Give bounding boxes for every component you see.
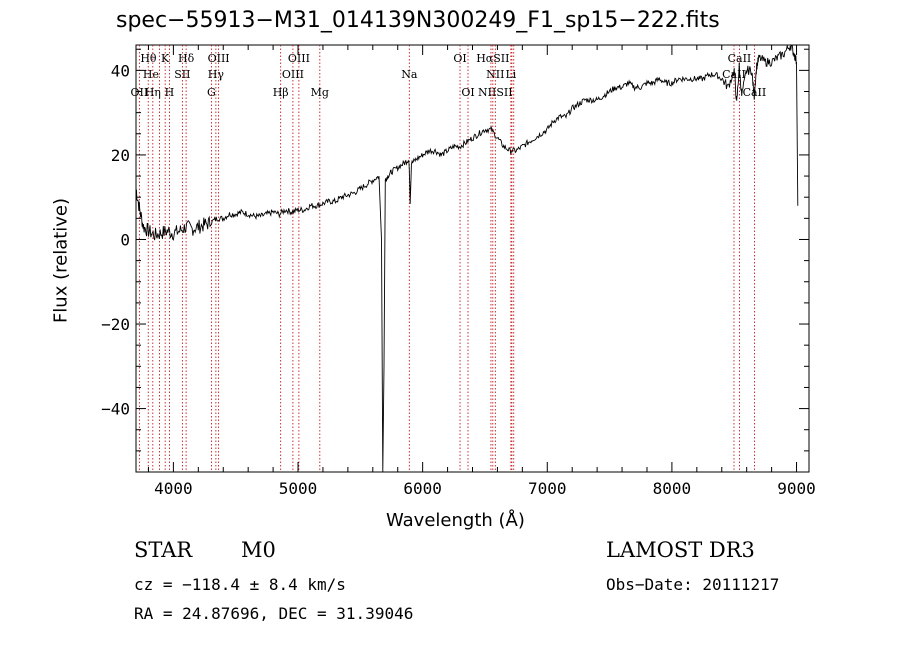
- plot-frame: [135, 44, 810, 473]
- line-label: NIISII: [478, 86, 513, 99]
- cz-value: cz = −118.4 ± 8.4 km/s: [134, 575, 346, 594]
- line-label: Hδ: [178, 52, 195, 65]
- line-label: K: [161, 52, 170, 65]
- x-tick-label: 7000: [528, 479, 567, 498]
- obs-date: Obs−Date: 20111217: [606, 575, 780, 594]
- y-tick-label: −40: [101, 400, 130, 419]
- x-tick-label: 5000: [279, 479, 318, 498]
- x-tick-label: 9000: [777, 479, 816, 498]
- y-tick-label: 0: [120, 230, 130, 249]
- x-tick-label: 4000: [154, 479, 193, 498]
- line-label: H: [165, 86, 175, 99]
- ra-dec: RA = 24.87696, DEC = 31.39046: [134, 604, 414, 623]
- line-label: SII: [174, 68, 190, 81]
- line-label: OIII: [282, 68, 304, 81]
- line-label: Na: [401, 68, 418, 81]
- object-subclass: M0: [241, 538, 276, 562]
- line-label: OII: [131, 86, 149, 99]
- line-label: He: [143, 68, 159, 81]
- line-label: NII: [486, 68, 504, 81]
- y-tick-label: −20: [101, 315, 130, 334]
- line-label: Hβ: [273, 86, 289, 99]
- line-label: CaII: [728, 52, 752, 65]
- x-tick-label: 6000: [403, 479, 442, 498]
- y-axis-label: Flux (relative): [50, 197, 72, 324]
- x-tick-label: 8000: [653, 479, 692, 498]
- line-label: OI: [461, 86, 474, 99]
- line-label: OI: [453, 52, 466, 65]
- spectrum-line: [135, 44, 799, 473]
- line-label: Hη: [145, 86, 161, 99]
- survey-name: LAMOST DR3: [606, 538, 755, 562]
- line-label: Li: [505, 68, 516, 81]
- line-label: Hγ: [208, 68, 225, 81]
- chart-title: spec−55913−M31_014139N300249_F1_sp15−222…: [116, 8, 720, 33]
- line-label: HαSII: [476, 52, 509, 65]
- object-class: STAR: [134, 538, 193, 562]
- line-label: Hθ: [140, 52, 157, 65]
- line-label: G: [207, 86, 216, 99]
- x-axis-label: Wavelength (Å): [386, 510, 525, 531]
- line-label: Mg: [311, 86, 329, 99]
- y-tick-label: 40: [111, 61, 130, 80]
- line-label: OIII: [288, 52, 310, 65]
- y-tick-label: 20: [111, 146, 130, 165]
- line-label: OIII: [208, 52, 230, 65]
